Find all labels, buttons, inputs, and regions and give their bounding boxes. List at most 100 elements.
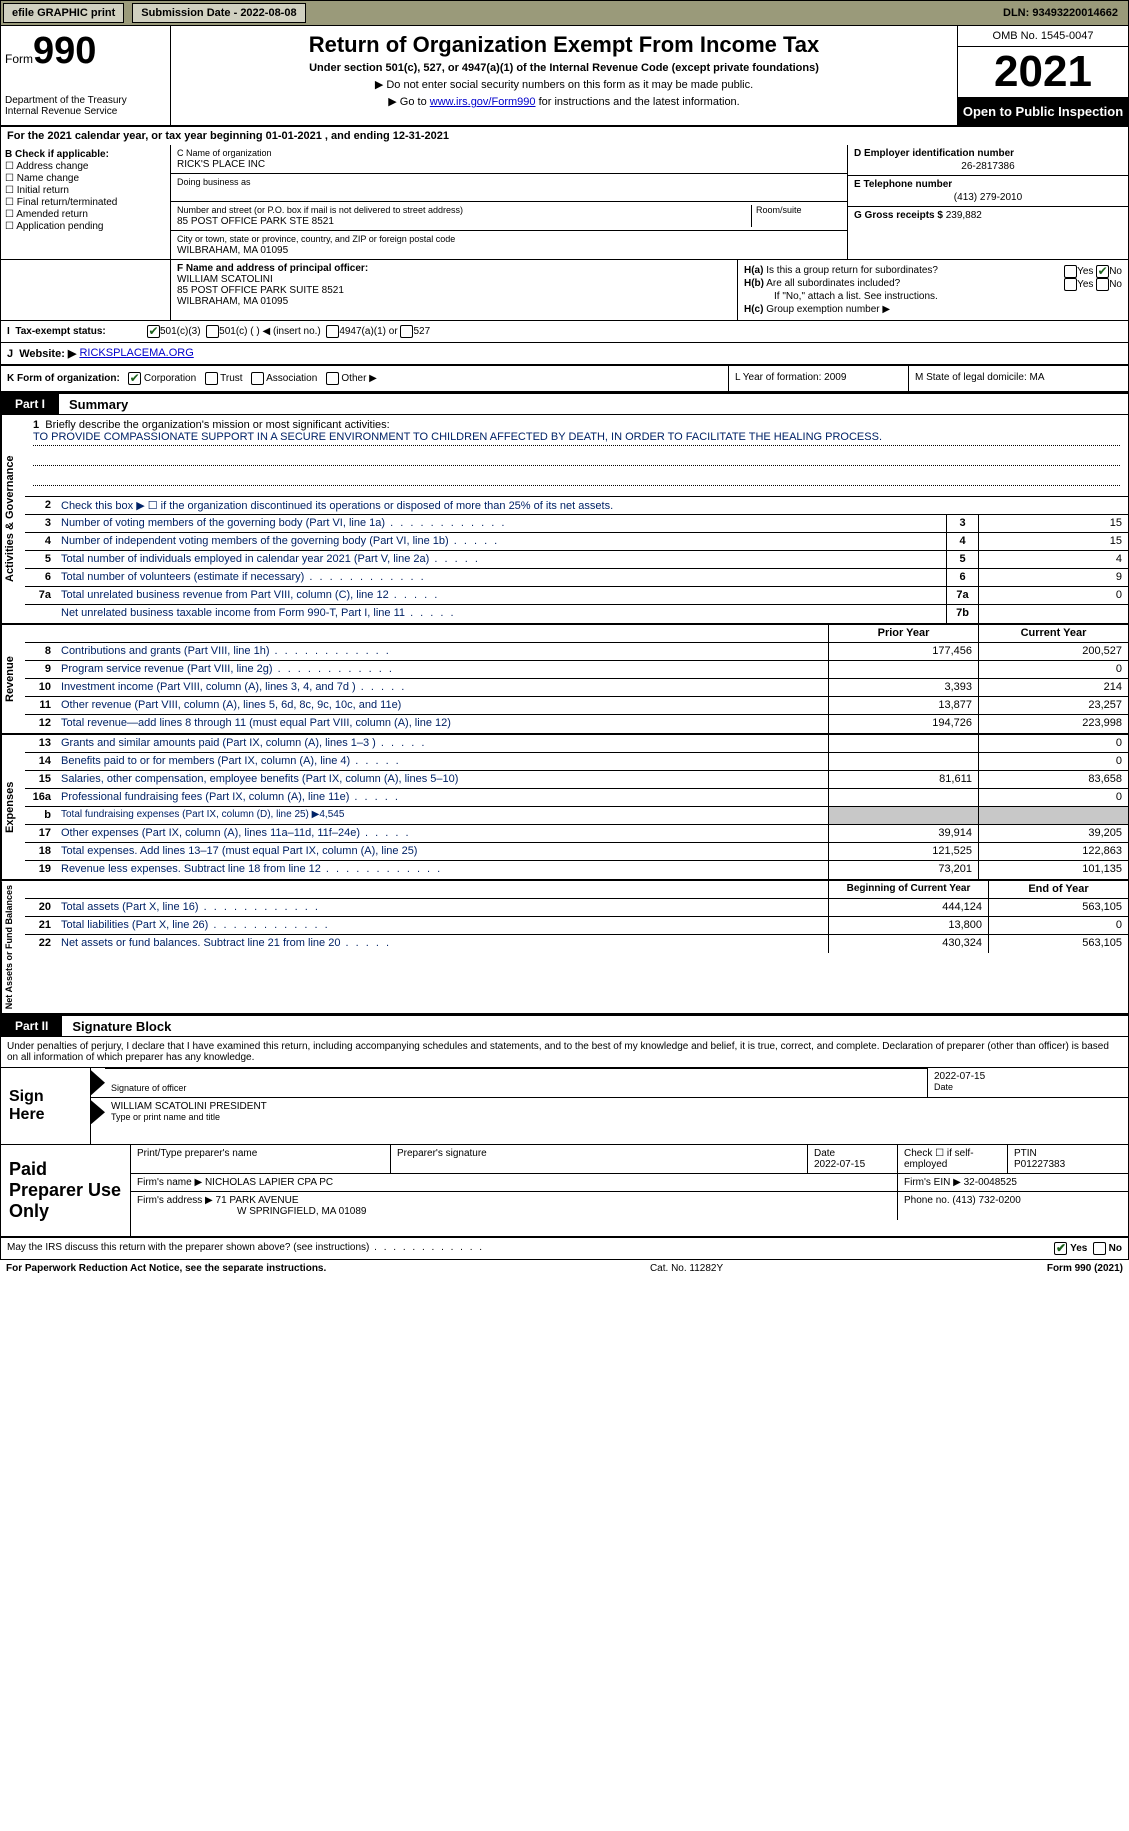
blocks-bcde: B Check if applicable: ☐ Address change …	[0, 145, 1129, 260]
opt-corp: Corporation	[144, 373, 196, 384]
chk-association[interactable]	[251, 372, 264, 385]
side-revenue: Revenue	[1, 625, 25, 733]
opt-501c: 501(c) ( ) ◀ (insert no.)	[219, 326, 321, 337]
chk-501c3[interactable]	[147, 325, 160, 338]
omb-number: OMB No. 1545-0047	[958, 26, 1128, 47]
website-link[interactable]: RICKSPLACEMA.ORG	[79, 347, 193, 360]
l2-text: Check this box ▶ ☐ if the organization d…	[57, 497, 1128, 514]
chk-amended-return[interactable]: ☐ Amended return	[5, 209, 166, 220]
efile-button[interactable]: efile GRAPHIC print	[3, 3, 124, 23]
chk-name-change[interactable]: ☐ Name change	[5, 173, 166, 184]
col-end-year: End of Year	[988, 881, 1128, 898]
prep-sig-label: Preparer's signature	[391, 1145, 808, 1173]
top-bar: efile GRAPHIC print Submission Date - 20…	[0, 0, 1129, 26]
self-employed-chk[interactable]: Check ☐ if self-employed	[898, 1145, 1008, 1173]
prep-date: 2022-07-15	[814, 1159, 865, 1170]
prep-name-label: Print/Type preparer's name	[131, 1145, 391, 1173]
l14-text: Benefits paid to or for members (Part IX…	[57, 753, 828, 770]
hb-label: Are all subordinates included?	[766, 278, 900, 289]
l3-val: 15	[978, 515, 1128, 532]
chk-501c[interactable]	[206, 325, 219, 338]
l19-prior: 73,201	[828, 861, 978, 879]
l5-val: 4	[978, 551, 1128, 568]
l6-val: 9	[978, 569, 1128, 586]
discuss-yes[interactable]	[1054, 1242, 1067, 1255]
l18-curr: 122,863	[978, 843, 1128, 860]
opt-other: Other ▶	[341, 373, 376, 384]
chk-4947[interactable]	[326, 325, 339, 338]
state-domicile: M State of legal domicile: MA	[908, 366, 1128, 391]
paid-prep-label: Paid Preparer Use Only	[1, 1145, 131, 1236]
ha-label: Is this a group return for subordinates?	[766, 265, 938, 276]
korg-row: K Form of organization: Corporation Trus…	[0, 366, 1129, 393]
hc-label: Group exemption number ▶	[766, 304, 890, 315]
l5-text: Total number of individuals employed in …	[57, 551, 946, 568]
gross-receipts-value: 239,882	[946, 210, 982, 221]
hb-yes[interactable]	[1064, 278, 1077, 291]
expenses-section: Expenses 13Grants and similar amounts pa…	[0, 735, 1129, 881]
officer-label: F Name and address of principal officer:	[177, 263, 731, 274]
irs-label: Internal Revenue Service	[5, 106, 166, 117]
sign-date: 2022-07-15	[934, 1071, 985, 1082]
side-net-assets: Net Assets or Fund Balances	[1, 881, 25, 1013]
website-row: J Website: ▶ RICKSPLACEMA.ORG	[0, 343, 1129, 366]
submission-date: Submission Date - 2022-08-08	[132, 3, 305, 23]
blocks-fgh: F Name and address of principal officer:…	[0, 260, 1129, 321]
chk-527[interactable]	[400, 325, 413, 338]
chk-trust[interactable]	[205, 372, 218, 385]
chk-address-change[interactable]: ☐ Address change	[5, 161, 166, 172]
activities-governance: Activities & Governance 1 Briefly descri…	[0, 415, 1129, 625]
l9-prior	[828, 661, 978, 678]
header-note2: ▶ Go to www.irs.gov/Form990 for instruct…	[179, 95, 949, 108]
chk-final-return[interactable]: ☐ Final return/terminated	[5, 197, 166, 208]
sig-arrow-icon-2	[91, 1100, 105, 1124]
l11-text: Other revenue (Part VIII, column (A), li…	[57, 697, 828, 714]
cat-no: Cat. No. 11282Y	[650, 1263, 723, 1274]
print-name-label: Type or print name and title	[111, 1112, 220, 1122]
org-name-label: C Name of organization	[177, 148, 272, 158]
l14-curr: 0	[978, 753, 1128, 770]
part1-title: Summary	[59, 397, 128, 412]
chk-other[interactable]	[326, 372, 339, 385]
ha-no[interactable]	[1096, 265, 1109, 278]
col-prior-year: Prior Year	[828, 625, 978, 642]
page-footer: For Paperwork Reduction Act Notice, see …	[0, 1260, 1129, 1277]
l16a-curr: 0	[978, 789, 1128, 806]
irs-link[interactable]: www.irs.gov/Form990	[430, 96, 536, 108]
note2-post: for instructions and the latest informat…	[536, 96, 740, 108]
opt-assoc: Association	[266, 373, 317, 384]
l7b-text: Net unrelated business taxable income fr…	[57, 605, 946, 623]
l9-curr: 0	[978, 661, 1128, 678]
l3-text: Number of voting members of the governin…	[57, 515, 946, 532]
dept-treasury: Department of the Treasury	[5, 95, 166, 106]
hb-no[interactable]	[1096, 278, 1109, 291]
col-begin-year: Beginning of Current Year	[828, 881, 988, 898]
l10-prior: 3,393	[828, 679, 978, 696]
part1-header: Part I Summary	[0, 393, 1129, 415]
firm-phone: (413) 732-0200	[952, 1195, 1020, 1206]
l16a-text: Professional fundraising fees (Part IX, …	[57, 789, 828, 806]
opt-4947: 4947(a)(1) or	[339, 326, 397, 337]
chk-application-pending[interactable]: ☐ Application pending	[5, 221, 166, 232]
street-address: 85 POST OFFICE PARK STE 8521	[177, 216, 334, 227]
l7a-text: Total unrelated business revenue from Pa…	[57, 587, 946, 604]
ptin-label: PTIN	[1014, 1148, 1037, 1159]
l19-curr: 101,135	[978, 861, 1128, 879]
l19-text: Revenue less expenses. Subtract line 18 …	[57, 861, 828, 879]
chk-corporation[interactable]	[128, 372, 141, 385]
firm-name-label: Firm's name ▶	[137, 1177, 202, 1188]
org-name: RICK'S PLACE INC	[177, 159, 265, 170]
l1-label: Briefly describe the organization's miss…	[45, 419, 389, 431]
form-ref: Form 990 (2021)	[1047, 1263, 1123, 1274]
mission-text: TO PROVIDE COMPASSIONATE SUPPORT IN A SE…	[33, 431, 1120, 446]
ha-yes[interactable]	[1064, 265, 1077, 278]
discuss-no[interactable]	[1093, 1242, 1106, 1255]
city-state-zip: WILBRAHAM, MA 01095	[177, 245, 288, 256]
chk-initial-return[interactable]: ☐ Initial return	[5, 185, 166, 196]
l8-text: Contributions and grants (Part VIII, lin…	[57, 643, 828, 660]
l10-curr: 214	[978, 679, 1128, 696]
officer-print-name: WILLIAM SCATOLINI PRESIDENT	[111, 1101, 267, 1112]
pra-notice: For Paperwork Reduction Act Notice, see …	[6, 1263, 326, 1274]
l15-curr: 83,658	[978, 771, 1128, 788]
l8-prior: 177,456	[828, 643, 978, 660]
